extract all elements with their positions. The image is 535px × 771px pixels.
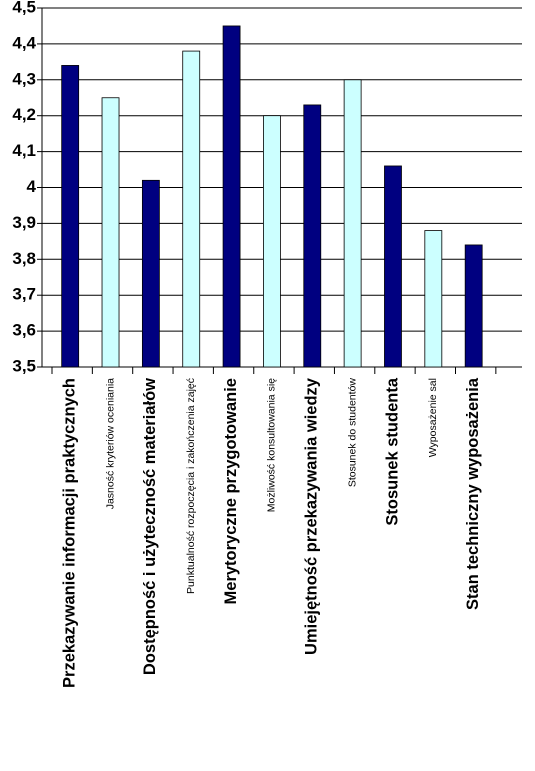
x-tick-label: Stosunek studenta	[383, 377, 401, 525]
bar	[263, 115, 281, 368]
y-tick-label: 3,7	[12, 285, 36, 304]
x-tick-label: Punktualność rozpoczęcia i zakończenia z…	[185, 378, 197, 594]
y-tick-label: 3,5	[12, 356, 36, 375]
bar	[384, 165, 402, 368]
x-tick-label: Stosunek do studentów	[346, 378, 358, 488]
x-tick-label: Merytoryczne przygotowanie	[222, 378, 240, 604]
y-tick-label: 4,3	[12, 69, 36, 88]
y-tick-label: 4,5	[12, 0, 36, 16]
y-tick-label: 4	[27, 177, 37, 196]
bar	[343, 79, 362, 368]
bar	[101, 97, 120, 368]
x-tick-label: Wyposażenie sal	[427, 378, 439, 457]
bar	[303, 104, 322, 368]
y-tick-label: 4,2	[12, 105, 36, 124]
x-tick-label: Dostępność i użyteczność materiałów	[141, 378, 159, 675]
bar	[182, 50, 201, 368]
x-tick-label: Możliwość konsultowania się	[266, 378, 278, 512]
y-tick-label: 3,8	[12, 249, 36, 268]
y-tick-label: 4,1	[12, 141, 36, 160]
x-tick-label: Stan techniczny wyposażenia	[464, 377, 482, 610]
x-tick-label: Przekazywanie informacji praktycznych	[61, 378, 79, 688]
bar	[424, 230, 443, 368]
bar	[61, 65, 80, 368]
bar	[464, 244, 483, 368]
bar	[222, 25, 241, 368]
y-tick-label: 4,4	[12, 33, 36, 52]
y-tick-label: 3,9	[12, 213, 36, 232]
bar	[141, 179, 160, 368]
x-tick-label: Umiejętność przekazywania wiedzy	[303, 377, 321, 655]
y-tick-label: 3,6	[12, 321, 36, 340]
x-tick-label: Jasność kryteriów oceniania	[104, 378, 116, 509]
